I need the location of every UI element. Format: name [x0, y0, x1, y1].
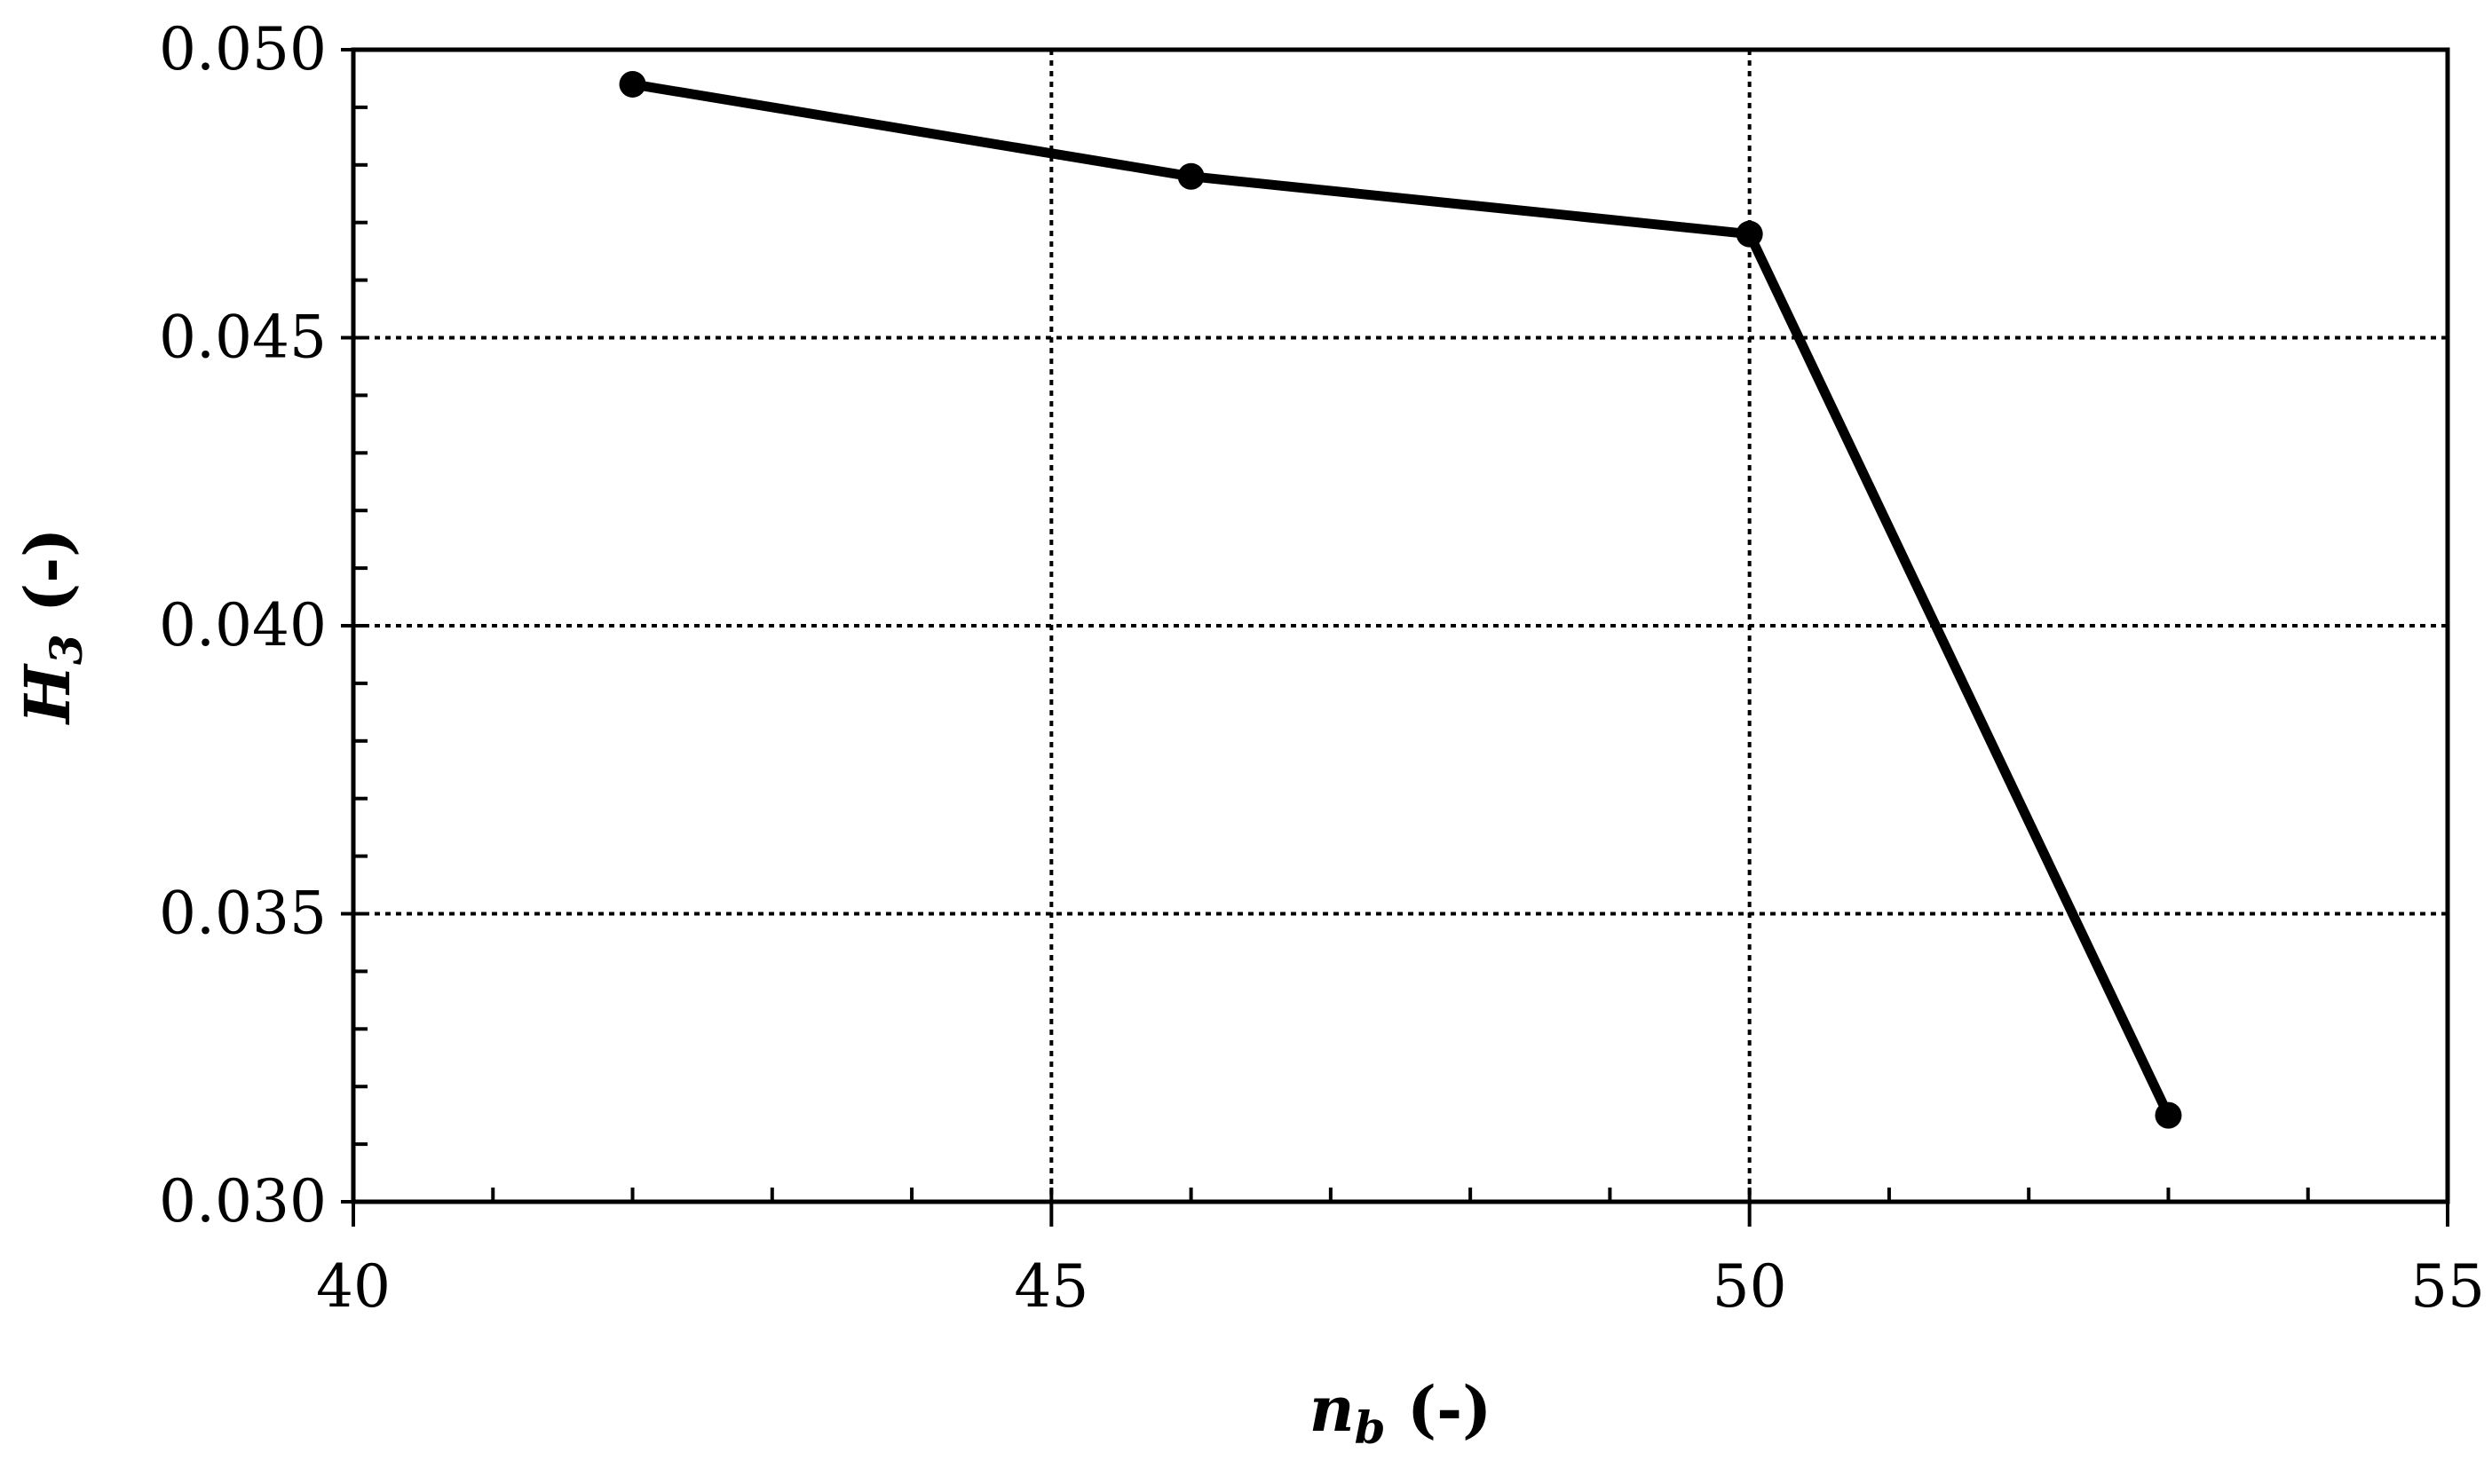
plot-area-frame [351, 47, 2450, 1204]
y-axis-title-subscript: 3 [40, 634, 92, 665]
minor-ticks [341, 48, 2449, 1227]
y-tick-label: 0.045 [159, 304, 327, 372]
y-tick-label: 0.035 [159, 880, 327, 948]
x-tick-label: 55 [2410, 1252, 2485, 1321]
y-axis-title-unit: (-) [11, 528, 84, 635]
x-tick-label: 50 [1713, 1252, 1787, 1321]
x-axis-title-subscript: b [1355, 1401, 1386, 1454]
x-axis-title-main: n [1309, 1372, 1355, 1446]
y-axis-title: H3 (-) [11, 528, 92, 726]
x-tick-label: 45 [1014, 1252, 1088, 1321]
x-tick-label: 40 [316, 1252, 391, 1321]
x-axis-title-unit: (-) [1386, 1372, 1492, 1446]
series-layer [619, 70, 2182, 1129]
data-point-marker [1177, 162, 1205, 190]
y-axis-tick-labels: 0.030 0.035 0.040 0.045 0.050 [159, 15, 327, 1235]
data-point-marker [2155, 1101, 2182, 1129]
x-axis-tick-labels: 40 45 50 55 [316, 1252, 2485, 1321]
series-line [628, 79, 2173, 1121]
y-tick-label: 0.030 [159, 1167, 327, 1235]
grid-lines [353, 50, 2448, 1202]
y-tick-label: 0.050 [159, 15, 327, 83]
x-axis-title: nb (-) [1309, 1372, 1492, 1454]
data-point-marker [1736, 220, 1763, 248]
y-tick-label: 0.040 [159, 591, 327, 659]
data-point-marker [619, 70, 646, 98]
y-axis-title-main: H [11, 663, 84, 725]
